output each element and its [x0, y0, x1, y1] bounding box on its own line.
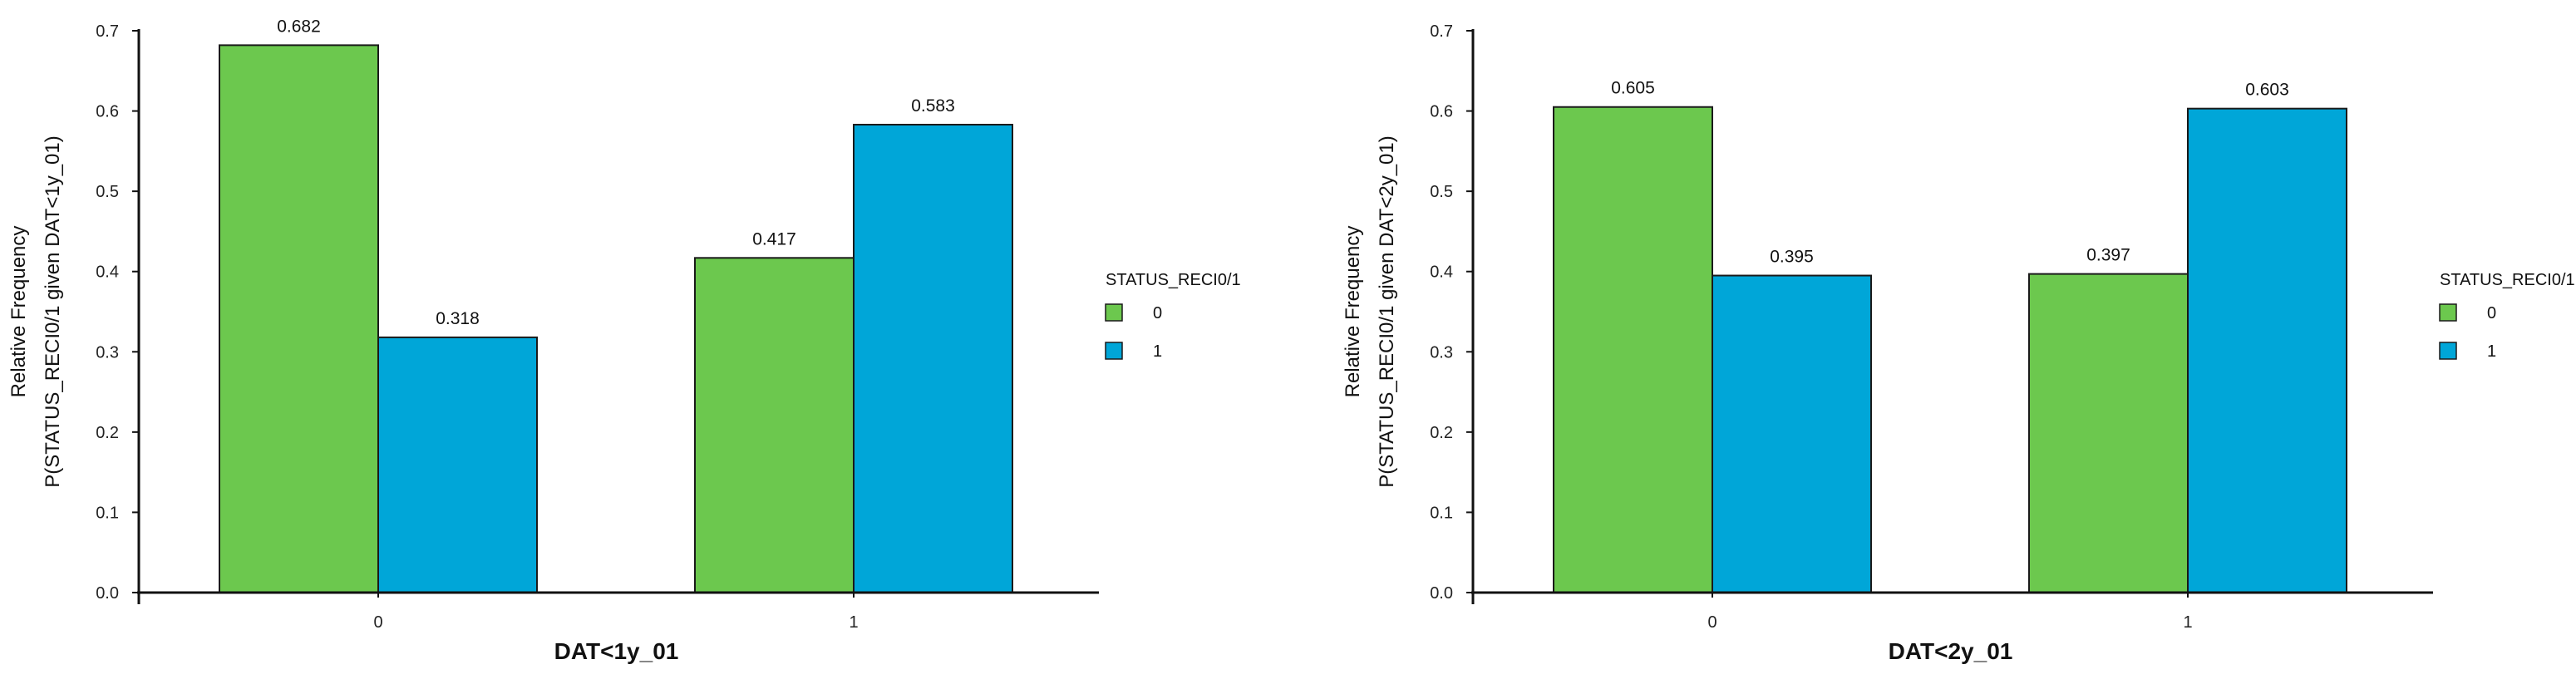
bar-series-0-cat-1	[694, 257, 855, 593]
y-tick-label: 0.5	[96, 183, 119, 201]
y-tick-label: 0.0	[1430, 584, 1453, 603]
bar-series-1-cat-1	[2187, 107, 2347, 594]
y-tick-label: 0.0	[96, 584, 119, 603]
legend-label-1: 1	[1153, 342, 1162, 361]
bar-series-1-cat-0	[377, 336, 538, 593]
y-tick-label: 0.7	[1430, 22, 1453, 41]
y-tick-label: 0.4	[1430, 263, 1453, 282]
bar-value-label: 0.318	[436, 309, 480, 328]
x-axis-title: DAT<1y_01	[554, 638, 679, 664]
bar-value-label: 0.583	[911, 96, 955, 116]
chart-dat-2y: 0.0 0.1 0.2 0.3 0.4 0.5 0.6 0.7 0.605 0.397 0.395 0…	[1342, 22, 2575, 664]
y-tick-label: 0.1	[96, 504, 119, 522]
y-axis-title-line2: P(STATUS_RECI0/1 given DAT<2y_01)	[1376, 135, 1398, 488]
x-tick-label: 0	[1707, 613, 1717, 632]
y-axis-title-line1: Relative Frequency	[1342, 226, 1364, 398]
x-tick-label: 0	[373, 613, 382, 632]
legend-title: STATUS_RECI0/1	[2440, 271, 2575, 289]
bar-value-label: 0.682	[277, 17, 321, 36]
y-tick-label: 0.6	[1430, 103, 1453, 121]
y-tick-label: 0.2	[96, 424, 119, 442]
x-tick-label: 1	[2183, 613, 2192, 632]
bar-series-0-cat-0	[1553, 106, 1713, 593]
legend-swatch-1	[1105, 342, 1123, 360]
y-tick-label: 0.4	[96, 263, 119, 282]
bar-series-1-cat-0	[1712, 274, 1872, 593]
bar-series-0-cat-1	[2028, 273, 2189, 593]
legend-swatch-1	[2439, 342, 2457, 360]
y-tick-label: 0.5	[1430, 183, 1453, 201]
chart-dat-1y: 0.0 0.1 0.2 0.3 0.4 0.5 0.6 0.7 0.682 0.417 0.318 0…	[7, 17, 1241, 664]
y-tick-label: 0.3	[96, 343, 119, 362]
y-axis-title-line1: Relative Frequency	[7, 226, 30, 398]
y-axis-title-line2: P(STATUS_RECI0/1 given DAT<1y_01)	[42, 135, 64, 488]
y-tick-label: 0.2	[1430, 424, 1453, 442]
legend-label-0: 0	[2487, 304, 2496, 322]
y-tick-label: 0.6	[96, 103, 119, 121]
x-axis-title: DAT<2y_01	[1889, 638, 2013, 664]
bar-value-label: 0.395	[1770, 248, 1814, 267]
bar-series-0-cat-0	[219, 44, 379, 593]
x-tick-label: 1	[849, 613, 858, 632]
legend-swatch-0	[2439, 303, 2457, 322]
legend-title: STATUS_RECI0/1	[1106, 271, 1241, 289]
bar-value-label: 0.605	[1611, 79, 1655, 98]
bar-value-label: 0.603	[2245, 81, 2289, 100]
bar-value-label: 0.397	[2086, 246, 2130, 265]
y-tick-label: 0.1	[1430, 504, 1453, 522]
legend-swatch-0	[1105, 303, 1123, 322]
legend-label-0: 0	[1153, 304, 1162, 322]
bar-series-1-cat-1	[853, 123, 1013, 593]
y-tick-label: 0.7	[96, 22, 119, 41]
legend-label-1: 1	[2487, 342, 2496, 361]
y-tick-label: 0.3	[1430, 343, 1453, 362]
bar-value-label: 0.417	[752, 229, 796, 249]
